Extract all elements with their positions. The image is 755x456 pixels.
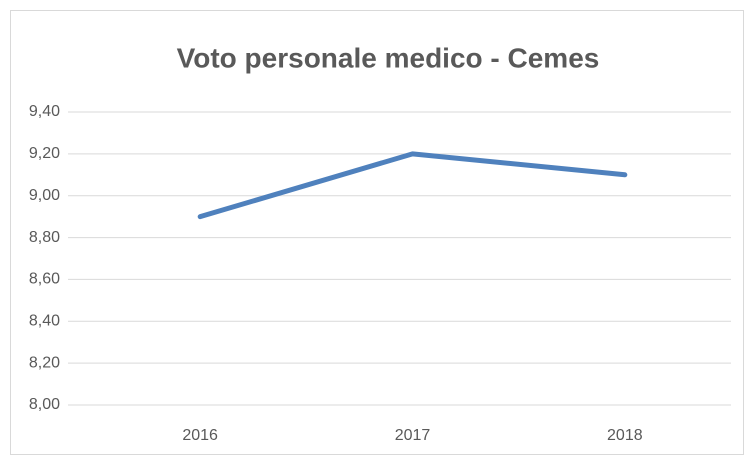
y-tick-label: 8,80 — [29, 229, 60, 246]
x-tick-label: 2017 — [395, 427, 431, 444]
y-tick-label: 8,00 — [29, 396, 60, 413]
chart-border — [10, 10, 744, 455]
y-tick-label: 8,60 — [29, 271, 60, 288]
y-tick-label: 8,40 — [29, 313, 60, 330]
chart-title: Voto personale medico - Cemes — [177, 42, 600, 73]
y-tick-label: 8,20 — [29, 354, 60, 371]
y-tick-label: 9,20 — [29, 145, 60, 162]
x-tick-label: 2016 — [182, 427, 218, 444]
x-tick-label: 2018 — [607, 427, 643, 444]
y-tick-label: 9,00 — [29, 187, 60, 204]
y-tick-label: 9,40 — [29, 103, 60, 120]
line-series — [197, 151, 628, 220]
